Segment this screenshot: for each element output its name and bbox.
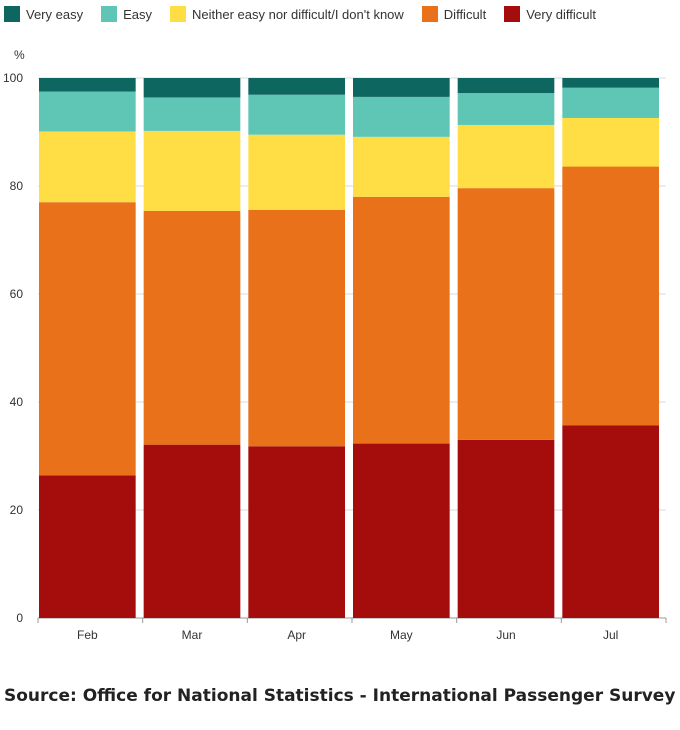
legend-swatch: [101, 6, 118, 22]
bar-difficult-feb: [39, 202, 136, 476]
y-tick-label: 20: [10, 503, 24, 517]
bar-very-easy-mar: [143, 78, 241, 98]
bar-very-easy-may: [353, 78, 450, 97]
bar-very-difficult-feb: [39, 475, 136, 618]
x-tick-label: Feb: [77, 628, 98, 642]
bar-very-easy-apr: [248, 78, 345, 95]
legend-item-easy: Easy: [101, 6, 152, 22]
bar-difficult-mar: [143, 210, 241, 445]
bar-neither-easy-nor-difficult-i-don-t-know-apr: [248, 134, 345, 210]
bar-neither-easy-nor-difficult-i-don-t-know-feb: [39, 131, 136, 203]
y-tick-label: 80: [10, 179, 24, 193]
bar-neither-easy-nor-difficult-i-don-t-know-jun: [457, 124, 555, 189]
legend-swatch: [504, 6, 521, 22]
legend-label: Very easy: [26, 6, 84, 22]
bar-easy-apr: [248, 94, 345, 135]
bar-neither-easy-nor-difficult-i-don-t-know-jul: [562, 117, 659, 167]
bar-very-difficult-jul: [562, 425, 659, 618]
legend-label: Difficult: [443, 6, 487, 22]
bar-very-easy-jun: [457, 78, 555, 94]
x-tick-label: Jul: [603, 628, 618, 642]
bar-difficult-may: [353, 196, 450, 444]
source-note: Source: Office for National Statistics -…: [4, 686, 676, 706]
bar-very-difficult-apr: [248, 446, 345, 618]
bar-very-difficult-may: [353, 443, 450, 618]
legend-item-neither-easy-nor-difficult-i-don-t-know: Neither easy nor difficult/I don't know: [170, 6, 404, 22]
legend-item-very-easy: Very easy: [4, 6, 83, 22]
bar-easy-may: [353, 96, 450, 137]
legend-label: Easy: [123, 6, 152, 22]
bar-difficult-jun: [457, 188, 555, 440]
legend-swatch: [170, 6, 186, 22]
bar-neither-easy-nor-difficult-i-don-t-know-mar: [143, 130, 241, 211]
bar-easy-jul: [562, 87, 659, 118]
bar-very-easy-feb: [39, 78, 136, 92]
bar-difficult-jul: [562, 166, 659, 426]
y-tick-label: 40: [10, 395, 24, 409]
x-tick-label: Mar: [182, 628, 203, 642]
x-tick-label: Jun: [496, 628, 515, 642]
y-tick-label: 60: [10, 287, 24, 301]
y-tick-label: 0: [16, 611, 23, 625]
legend-item-very-difficult: Very difficult: [504, 6, 596, 22]
x-tick-label: Apr: [287, 628, 306, 642]
bar-easy-feb: [39, 91, 136, 132]
legend-swatch: [4, 6, 20, 22]
chart-legend: Very easy Easy Neither easy nor difficult/…: [4, 4, 614, 24]
legend-label: Neither easy nor difficult/I don't know: [192, 6, 404, 22]
x-tick-label: May: [390, 628, 413, 642]
legend-label: Very difficult: [526, 6, 597, 22]
bar-easy-jun: [457, 93, 555, 125]
legend-item-difficult: Difficult: [421, 6, 487, 22]
stacked-bar-chart: 0 20 40 60 80 100% Feb Mar Apr May Jun Jul: [3, 48, 667, 642]
bar-easy-mar: [143, 97, 241, 131]
bar-difficult-apr: [248, 209, 345, 447]
y-tick-label: 100: [3, 71, 23, 85]
y-axis-label: %: [14, 48, 25, 62]
legend-swatch: [421, 6, 438, 22]
bar-very-difficult-mar: [143, 444, 241, 618]
bar-neither-easy-nor-difficult-i-don-t-know-may: [353, 136, 450, 197]
bar-very-difficult-jun: [457, 439, 555, 618]
bar-very-easy-jul: [562, 78, 659, 88]
